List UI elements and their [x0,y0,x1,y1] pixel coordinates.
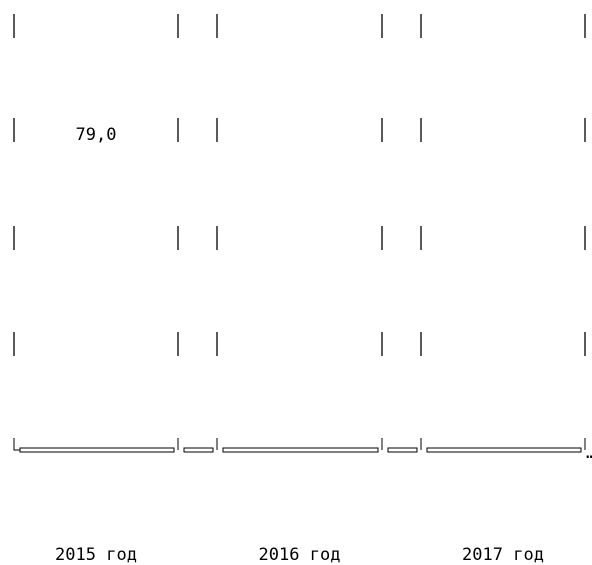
baseline-gap-2 [387,447,418,453]
x-tick-label-2: 2016 год [259,545,341,565]
baseline-gap-1 [183,447,214,453]
bars-layer [13,14,586,356]
data-label-1: 79,0 [76,125,117,145]
bar-2 [216,14,383,356]
baseline-segment-1 [19,447,175,453]
baseline-segment-2 [222,447,379,453]
x-axis: 2015 год 2016 год 2017 год … [13,438,592,565]
axis-overflow-marker: … [586,443,592,463]
x-tick-label-1: 2015 год [55,545,137,565]
labels-layer: 79,0 [76,125,117,145]
axis-corner [13,438,20,451]
baseline-segment-3 [426,447,582,453]
bar-3 [420,14,586,356]
x-tick-label-3: 2017 год [462,545,544,565]
bar-1 [13,14,179,356]
